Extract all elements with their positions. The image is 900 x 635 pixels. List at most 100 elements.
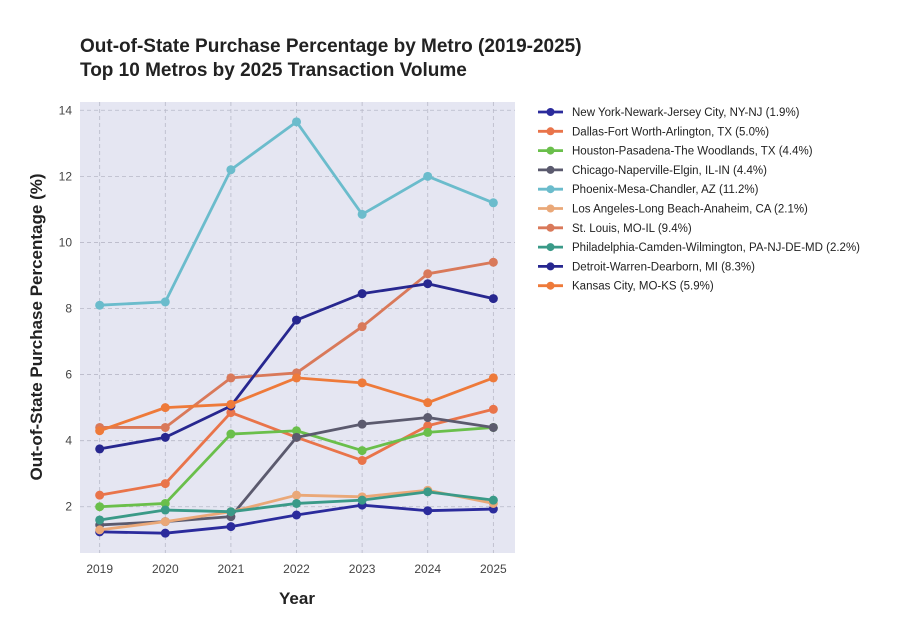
legend-label: Phoenix-Mesa-Chandler, AZ (11.2%) <box>572 184 759 196</box>
series-7 <box>95 487 498 525</box>
legend-label: Chicago-Naperville-Elgin, IL-IN (4.4%) <box>572 165 767 177</box>
legend-label: Los Angeles-Long Beach-Anaheim, CA (2.1%… <box>572 204 808 216</box>
data-point <box>160 403 170 413</box>
series-9 <box>95 373 498 436</box>
legend-label: Detroit-Warren-Dearborn, MI (8.3%) <box>572 261 755 273</box>
data-point <box>160 498 170 508</box>
legend-item: Chicago-Naperville-Elgin, IL-IN (4.4%) <box>538 165 767 177</box>
x-tick-label: 2020 <box>152 562 179 576</box>
data-point <box>423 427 433 437</box>
data-point <box>226 507 236 517</box>
data-point <box>357 322 367 332</box>
data-point <box>292 510 302 520</box>
data-point <box>357 446 367 456</box>
data-point <box>292 315 302 325</box>
data-point <box>488 257 498 267</box>
data-point <box>357 455 367 465</box>
legend-item: Dallas-Fort Worth-Arlington, TX (5.0%) <box>538 126 769 138</box>
legend-label: Kansas City, MO-KS (5.9%) <box>572 281 714 293</box>
legend-item: Kansas City, MO-KS (5.9%) <box>538 281 714 293</box>
legend-label: New York-Newark-Jersey City, NY-NJ (1.9%… <box>572 107 800 119</box>
legend-label: St. Louis, MO-IL (9.4%) <box>572 223 692 235</box>
legend-marker <box>546 262 555 271</box>
data-point <box>226 373 236 383</box>
y-tick-label: 4 <box>65 434 72 448</box>
data-point <box>160 528 170 538</box>
legend-marker <box>546 165 555 174</box>
y-axis-label: Out-of-State Purchase Percentage (%) <box>27 173 46 480</box>
data-point <box>95 426 105 436</box>
data-point <box>226 429 236 439</box>
data-point <box>292 432 302 442</box>
legend-label: Dallas-Fort Worth-Arlington, TX (5.0%) <box>572 126 769 138</box>
data-point <box>226 408 236 418</box>
legend-item: New York-Newark-Jersey City, NY-NJ (1.9%… <box>538 107 800 119</box>
data-point <box>488 495 498 505</box>
data-point <box>423 171 433 181</box>
legend-marker <box>546 108 555 116</box>
data-point <box>488 373 498 383</box>
x-axis-label: Year <box>279 589 315 608</box>
x-tick-label: 2021 <box>218 562 245 576</box>
data-point <box>160 422 170 432</box>
data-point <box>423 269 433 279</box>
data-point <box>160 432 170 442</box>
data-point <box>160 505 170 515</box>
series-4 <box>95 117 498 310</box>
x-tick-label: 2025 <box>480 562 507 576</box>
data-point <box>488 422 498 432</box>
data-point <box>488 404 498 414</box>
data-point <box>357 289 367 299</box>
legend-marker <box>546 243 555 252</box>
data-point <box>95 515 105 525</box>
x-tick-label: 2023 <box>349 562 376 576</box>
data-point <box>488 294 498 304</box>
legend: New York-Newark-Jersey City, NY-NJ (1.9%… <box>538 107 860 293</box>
chart-subtitle: Top 10 Metros by 2025 Transaction Volume <box>80 60 467 81</box>
data-point <box>160 297 170 307</box>
y-tick-label: 10 <box>59 235 73 249</box>
data-point <box>423 487 433 497</box>
y-tick-label: 8 <box>65 302 72 316</box>
series-0 <box>95 500 498 538</box>
x-tick-label: 2019 <box>86 562 113 576</box>
data-point <box>226 522 236 532</box>
data-point <box>357 378 367 388</box>
data-point <box>423 421 433 431</box>
data-point <box>357 419 367 429</box>
data-point <box>423 506 433 516</box>
data-point <box>292 373 302 383</box>
legend-label: Philadelphia-Camden-Wilmington, PA-NJ-DE… <box>572 242 860 254</box>
y-tick-label: 14 <box>59 103 73 117</box>
legend-marker <box>546 127 555 136</box>
y-tick-label: 12 <box>59 169 73 183</box>
data-point <box>423 279 433 289</box>
data-point <box>160 517 170 527</box>
data-point <box>357 209 367 219</box>
legend-marker <box>546 204 555 213</box>
plot-area <box>80 102 515 553</box>
series-8 <box>95 279 498 454</box>
data-point <box>423 413 433 423</box>
legend-item: Phoenix-Mesa-Chandler, AZ (11.2%) <box>538 184 759 196</box>
legend-item: Houston-Pasadena-The Woodlands, TX (4.4%… <box>538 146 813 158</box>
legend-marker <box>546 185 555 194</box>
data-point <box>95 525 105 535</box>
y-tick-label: 2 <box>65 500 72 514</box>
legend-item: St. Louis, MO-IL (9.4%) <box>538 223 692 235</box>
legend-marker <box>546 223 555 232</box>
legend-item: Los Angeles-Long Beach-Anaheim, CA (2.1%… <box>538 204 808 216</box>
x-tick-label: 2022 <box>283 562 310 576</box>
data-point <box>95 502 105 512</box>
data-point <box>226 399 236 409</box>
data-point <box>95 444 105 454</box>
legend-item: Philadelphia-Camden-Wilmington, PA-NJ-DE… <box>538 242 860 254</box>
data-point <box>292 490 302 500</box>
data-point <box>226 165 236 175</box>
x-tick-label: 2024 <box>414 562 441 576</box>
legend-item: Detroit-Warren-Dearborn, MI (8.3%) <box>538 261 755 273</box>
legend-label: Houston-Pasadena-The Woodlands, TX (4.4%… <box>572 146 813 158</box>
data-point <box>292 498 302 508</box>
chart-title: Out-of-State Purchase Percentage by Metr… <box>80 36 582 57</box>
